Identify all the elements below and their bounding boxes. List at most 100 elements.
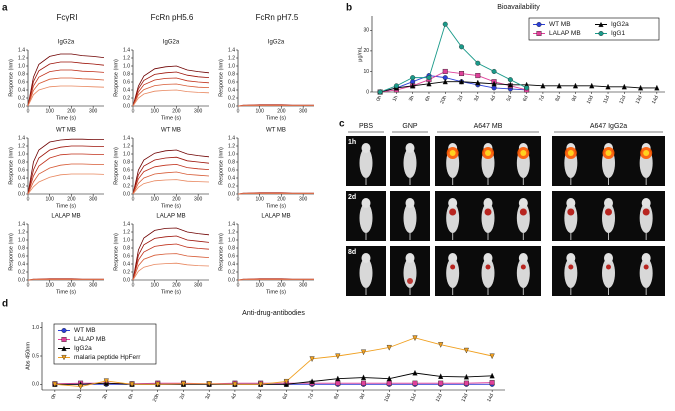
series-line: [27, 53, 105, 107]
x-tick-label: 3h: [102, 393, 110, 401]
mouse: [403, 148, 417, 178]
marker: [386, 375, 392, 382]
y-tick-label: 1.4: [123, 47, 130, 53]
chart-title: Bioavailability: [497, 4, 540, 11]
marker: [426, 80, 432, 87]
y-tick-label: 0.6: [123, 167, 130, 173]
x-tick-label: 6d: [522, 95, 530, 103]
x-tick-label: 0: [132, 196, 135, 202]
y-tick-label: 1.2: [18, 229, 25, 235]
marker: [412, 335, 418, 342]
series-line: [132, 171, 210, 195]
signal: [407, 278, 413, 284]
x-tick-label: 100: [46, 108, 55, 114]
mouse-head: [405, 253, 415, 263]
signal: [568, 264, 574, 270]
panel-label: d: [2, 299, 8, 310]
x-tick-label: 7d: [307, 393, 315, 401]
marker: [442, 68, 448, 74]
marker: [309, 378, 315, 384]
column-header: PBS: [359, 123, 373, 130]
y-tick-label: 1.4: [18, 47, 25, 53]
mouse-head: [448, 198, 458, 208]
marker: [360, 349, 367, 356]
y-tick-label: 0.2: [123, 269, 130, 275]
x-tick-label: 5d: [506, 95, 514, 103]
x-tick-label: 6d: [282, 393, 290, 401]
marker: [438, 380, 444, 386]
mouse: [359, 258, 373, 288]
x-tick-label: 100: [256, 196, 265, 202]
marker: [621, 83, 627, 90]
mouse-head: [483, 198, 493, 208]
mouse-head: [361, 198, 371, 208]
y-tick-label: 0.8: [228, 159, 235, 165]
y-tick-label: 0.8: [123, 71, 130, 77]
x-tick-label: 5d: [256, 393, 264, 401]
y-tick-label: 1.4: [228, 221, 235, 227]
chart-title: LALAP MB: [261, 214, 290, 220]
mouse-head: [361, 253, 371, 263]
mouse: [403, 258, 417, 288]
signal: [484, 208, 492, 216]
x-tick-label: 10d: [383, 393, 392, 403]
y-tick-label: 1.0: [123, 151, 130, 157]
x-tick-label: 20h: [152, 393, 161, 403]
y-tick-label: 1.4: [18, 221, 25, 227]
y-tick-label: 1.2: [18, 143, 25, 149]
marker: [459, 44, 465, 50]
y-tick-label: 0.4: [18, 261, 25, 267]
legend-marker: [61, 328, 67, 334]
marker: [442, 21, 448, 27]
y-tick-label: 0.8: [228, 71, 235, 77]
mouse: [359, 203, 373, 233]
y-axis-label: μg/mL: [357, 46, 363, 61]
legend-label: IgG2a: [611, 21, 629, 28]
x-tick-label: 12d: [435, 393, 444, 403]
series-line: [380, 70, 527, 93]
y-tick-label: 1.4: [18, 135, 25, 141]
column-header: A647 IgG2a: [590, 123, 627, 130]
y-tick-label: 1.2: [123, 55, 130, 61]
y-tick-label: 0.4: [228, 261, 235, 267]
x-tick-label: 11d: [602, 95, 611, 105]
marker: [475, 73, 481, 79]
y-tick-label: 0.0: [123, 277, 130, 283]
y-tick-label: 0.8: [123, 245, 130, 251]
series-line: [132, 156, 210, 195]
marker: [463, 373, 470, 380]
series-line: [27, 138, 104, 195]
marker: [637, 84, 644, 91]
marker: [589, 82, 595, 89]
y-tick-label: 0.2: [123, 95, 130, 101]
marker: [524, 85, 530, 91]
marker: [438, 373, 444, 379]
y-tick-label: 0.6: [18, 253, 25, 259]
legend-label: WT MB: [74, 327, 96, 334]
y-axis-label: Response (nm): [113, 147, 119, 185]
y-tick-label: 0.0: [228, 277, 235, 283]
y-tick-label: 0.0: [18, 103, 25, 109]
y-axis-label: Response (nm): [8, 59, 14, 97]
legend-box: [53, 323, 157, 365]
signal: [520, 150, 527, 156]
row-label: 8d: [348, 249, 356, 256]
mouse-head: [483, 253, 493, 263]
y-tick-label: 30: [363, 28, 369, 34]
y-tick-label: 0.4: [228, 87, 235, 93]
y-tick-label: 1.0: [228, 151, 235, 157]
marker: [393, 83, 399, 89]
mouse-head: [641, 253, 651, 263]
series-line: [27, 85, 105, 107]
y-tick-label: 0: [366, 89, 369, 95]
x-tick-label: 0: [132, 108, 135, 114]
row-label: 1h: [348, 139, 356, 146]
marker: [426, 75, 432, 81]
panel-label: a: [2, 3, 8, 14]
mouse-head: [604, 198, 613, 208]
x-axis-label: Time (s): [266, 289, 286, 295]
signal: [605, 208, 612, 216]
mouse-head: [566, 198, 576, 208]
y-tick-label: 0.2: [228, 269, 235, 275]
signal: [449, 150, 456, 156]
